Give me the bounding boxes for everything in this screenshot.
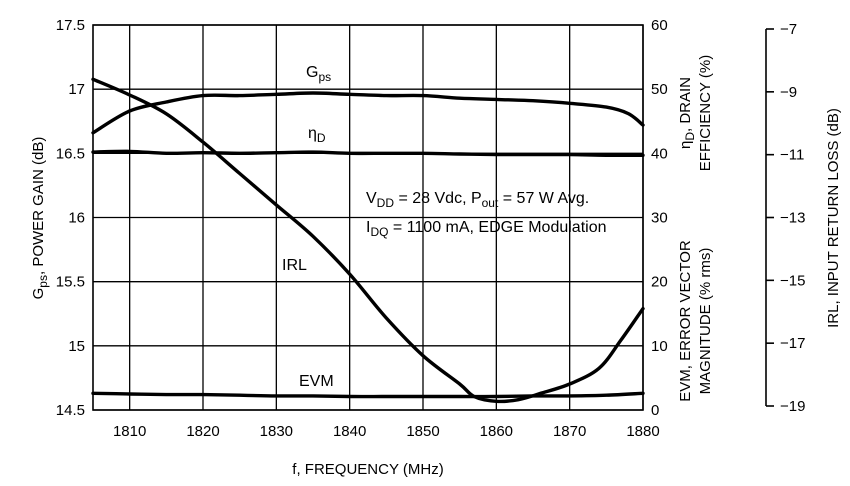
- y-right1-tick-label: 40: [651, 145, 668, 162]
- y-right2-tick-label: −17: [780, 335, 805, 352]
- y-right1-tick-label: 20: [651, 274, 668, 291]
- x-tick-label: 1870: [553, 423, 586, 440]
- x-tick-label: 1860: [480, 423, 513, 440]
- series-label-irl: IRL: [282, 257, 307, 274]
- y-right2-axis-label: IRL, INPUT RETURN LOSS (dB): [825, 108, 842, 328]
- x-tick-label: 1810: [113, 423, 146, 440]
- x-tick-label: 1820: [186, 423, 219, 440]
- y-right1-bottom-label-line1: EVM, ERROR VECTOR: [677, 240, 694, 402]
- series-lines: [91, 77, 645, 404]
- y-left-tick-label: 17.5: [56, 17, 85, 34]
- y-right1-bottom-label-line2: MAGNITUDE (% rms): [697, 248, 714, 395]
- y-right2-tick-label: −13: [780, 210, 805, 227]
- y-left-axis-label: Gps, POWER GAIN (dB): [30, 137, 50, 300]
- y-right1-tick-label: 60: [651, 17, 668, 34]
- y-right2-tick-label: −11: [780, 147, 804, 164]
- series-line-evm: [91, 391, 645, 399]
- series-label-etad: ηD: [308, 125, 326, 145]
- series-line-etad: [91, 149, 645, 158]
- y-right2-tick-label: −19: [780, 398, 805, 415]
- y-left-tick-label: 14.5: [56, 402, 85, 419]
- plot-frame: [92, 24, 644, 411]
- y-right1-top-label-line1: ηD, DRAIN: [677, 77, 697, 149]
- series-label-evm: EVM: [299, 373, 334, 390]
- series-label-gps: Gps: [306, 64, 331, 84]
- annotation-line-1: VDD = 28 Vdc, Pout = 57 W Avg.: [366, 190, 589, 210]
- grid-lines: [93, 24, 644, 411]
- y-right2-tick-label: −15: [780, 272, 805, 289]
- series-line-irl: [91, 77, 645, 404]
- tick-labels: 1810 1820 1830 1840 1850 1860 1870 1880 14.5 15 15…: [56, 17, 668, 440]
- y-left-tick-label: 17: [68, 81, 85, 98]
- series-line-gps: [91, 91, 645, 135]
- annotation-line-2: IDQ = 1100 mA, EDGE Modulation: [366, 219, 607, 239]
- y-right1-tick-label: 10: [651, 338, 668, 355]
- x-tick-label: 1830: [260, 423, 293, 440]
- y-right1-top-label-line2: EFFICIENCY (%): [697, 55, 714, 171]
- y-right1-tick-label: 0: [651, 402, 659, 419]
- y-left-tick-label: 16: [68, 210, 85, 227]
- y-left-tick-label: 15: [68, 338, 85, 355]
- x-tick-label: 1850: [406, 423, 439, 440]
- irl-axis: −19 −17 −15 −13 −11 −9 −7: [765, 21, 805, 415]
- y-left-tick-label: 15.5: [56, 274, 85, 291]
- y-right1-tick-label: 50: [651, 81, 668, 98]
- x-tick-label: 1840: [333, 423, 366, 440]
- y-left-tick-label: 16.5: [56, 145, 85, 162]
- y-right2-tick-label: −7: [780, 21, 797, 38]
- x-axis-label: f, FREQUENCY (MHz): [292, 461, 443, 478]
- y-right2-tick-label: −9: [780, 84, 797, 101]
- x-tick-label: 1880: [626, 423, 659, 440]
- y-right1-tick-label: 30: [651, 210, 668, 227]
